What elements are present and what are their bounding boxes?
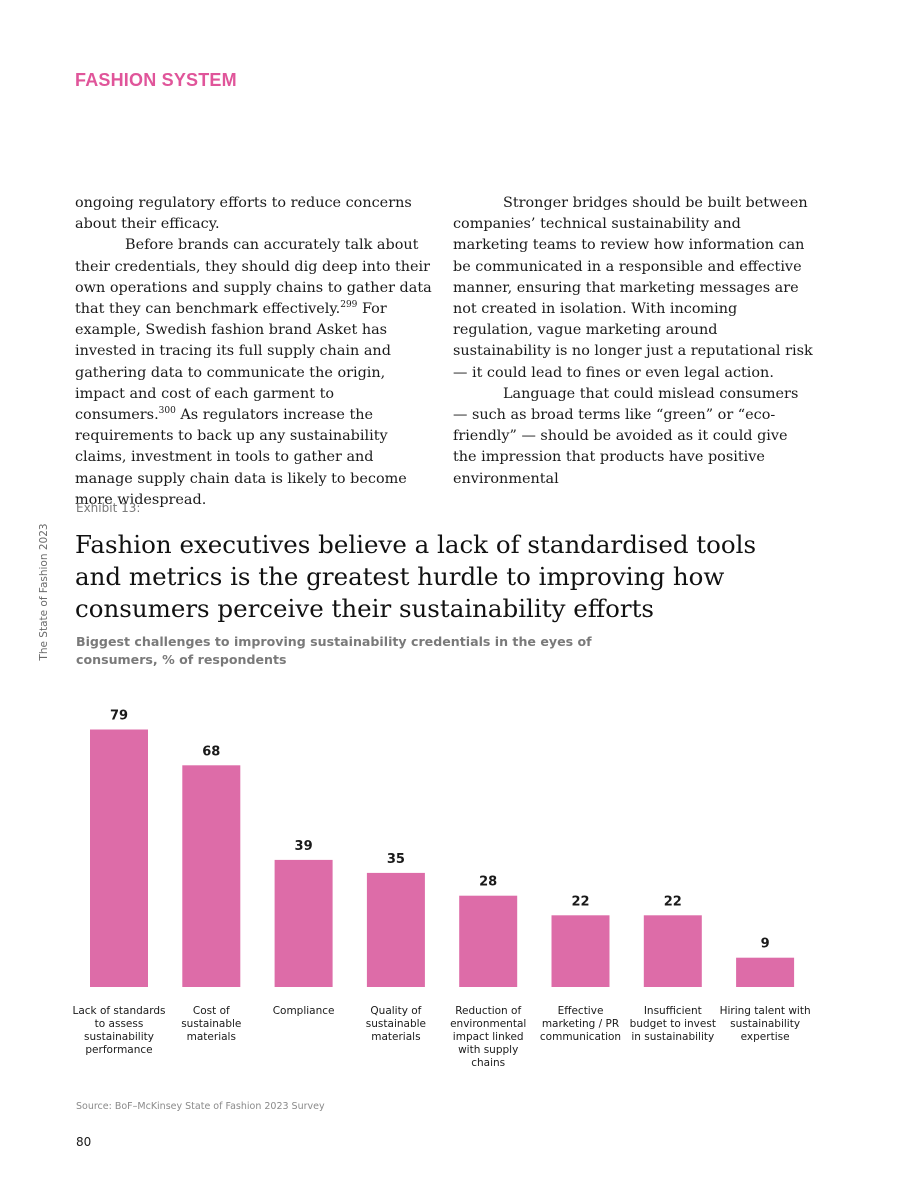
bar-value-label-2: 68	[202, 744, 220, 759]
bar-7	[643, 915, 702, 987]
bar-1	[90, 729, 148, 987]
left-paragraph-1: ongoing regulatory efforts to reduce con…	[75, 195, 412, 233]
left-paragraph-2b: For example, Swedish fashion brand Asket…	[75, 301, 391, 424]
page-number: 80	[76, 1135, 92, 1149]
chart-subtitle: Biggest challenges to improving sustaina…	[76, 634, 592, 667]
footnote-299: 299	[340, 300, 358, 311]
category-label-7: Insufficient budget to invest in sustainab…	[630, 1005, 716, 1043]
body-column-right: Stronger bridges should be built between…	[453, 193, 813, 490]
bar-value-label-8: 9	[761, 937, 770, 952]
bar-2	[182, 765, 241, 987]
bar-5	[459, 895, 518, 987]
right-paragraph-2: Language that could mislead consumers — …	[453, 385, 799, 487]
bar-3	[274, 859, 333, 987]
source-note: Source: BoF–McKinsey State of Fashion 20…	[76, 1101, 325, 1112]
left-paragraph-2c: As regulators increase the requirements …	[75, 407, 407, 508]
bar-chart: 79 Lack of standards to assess sustainabili…	[73, 709, 811, 1070]
category-label-8: Hiring talent with sustainability expertis…	[720, 1005, 811, 1043]
bar-4	[366, 872, 425, 987]
bar-value-label-6: 22	[571, 894, 589, 909]
bar-8	[736, 957, 795, 987]
exhibit-label: Exhibit 13:	[76, 501, 141, 515]
category-label-5: Reduction of environmental impact linked wi…	[450, 1005, 526, 1069]
left-paragraph-2a: Before brands can accurately talk about …	[75, 237, 432, 318]
category-label-2: Cost of sustainable materials	[181, 1005, 241, 1043]
body-column-left: ongoing regulatory efforts to reduce con…	[75, 193, 435, 511]
left-paragraph-2: Before brands can accurately talk about …	[75, 235, 435, 511]
bar-6	[551, 915, 610, 987]
category-label-6: Effective marketing / PR communication	[540, 1005, 621, 1043]
bar-value-label-3: 39	[295, 839, 313, 854]
right-paragraph-1: Stronger bridges should be built between…	[453, 195, 813, 381]
publication-side-label: The State of Fashion 2023	[38, 523, 50, 661]
footnote-300: 300	[158, 406, 176, 417]
category-label-3: Compliance	[273, 1005, 335, 1017]
bar-value-label-4: 35	[387, 852, 405, 867]
category-label-4: Quality of sustainable materials	[366, 1005, 426, 1043]
bar-value-label-1: 79	[110, 709, 128, 724]
bar-value-label-5: 28	[479, 875, 497, 890]
section-label: FASHION SYSTEM	[75, 70, 237, 90]
category-label-1: Lack of standards to assess sustainability…	[73, 1005, 166, 1056]
bar-value-label-7: 22	[664, 894, 682, 909]
chart-title: Fashion executives believe a lack of sta…	[75, 530, 757, 623]
